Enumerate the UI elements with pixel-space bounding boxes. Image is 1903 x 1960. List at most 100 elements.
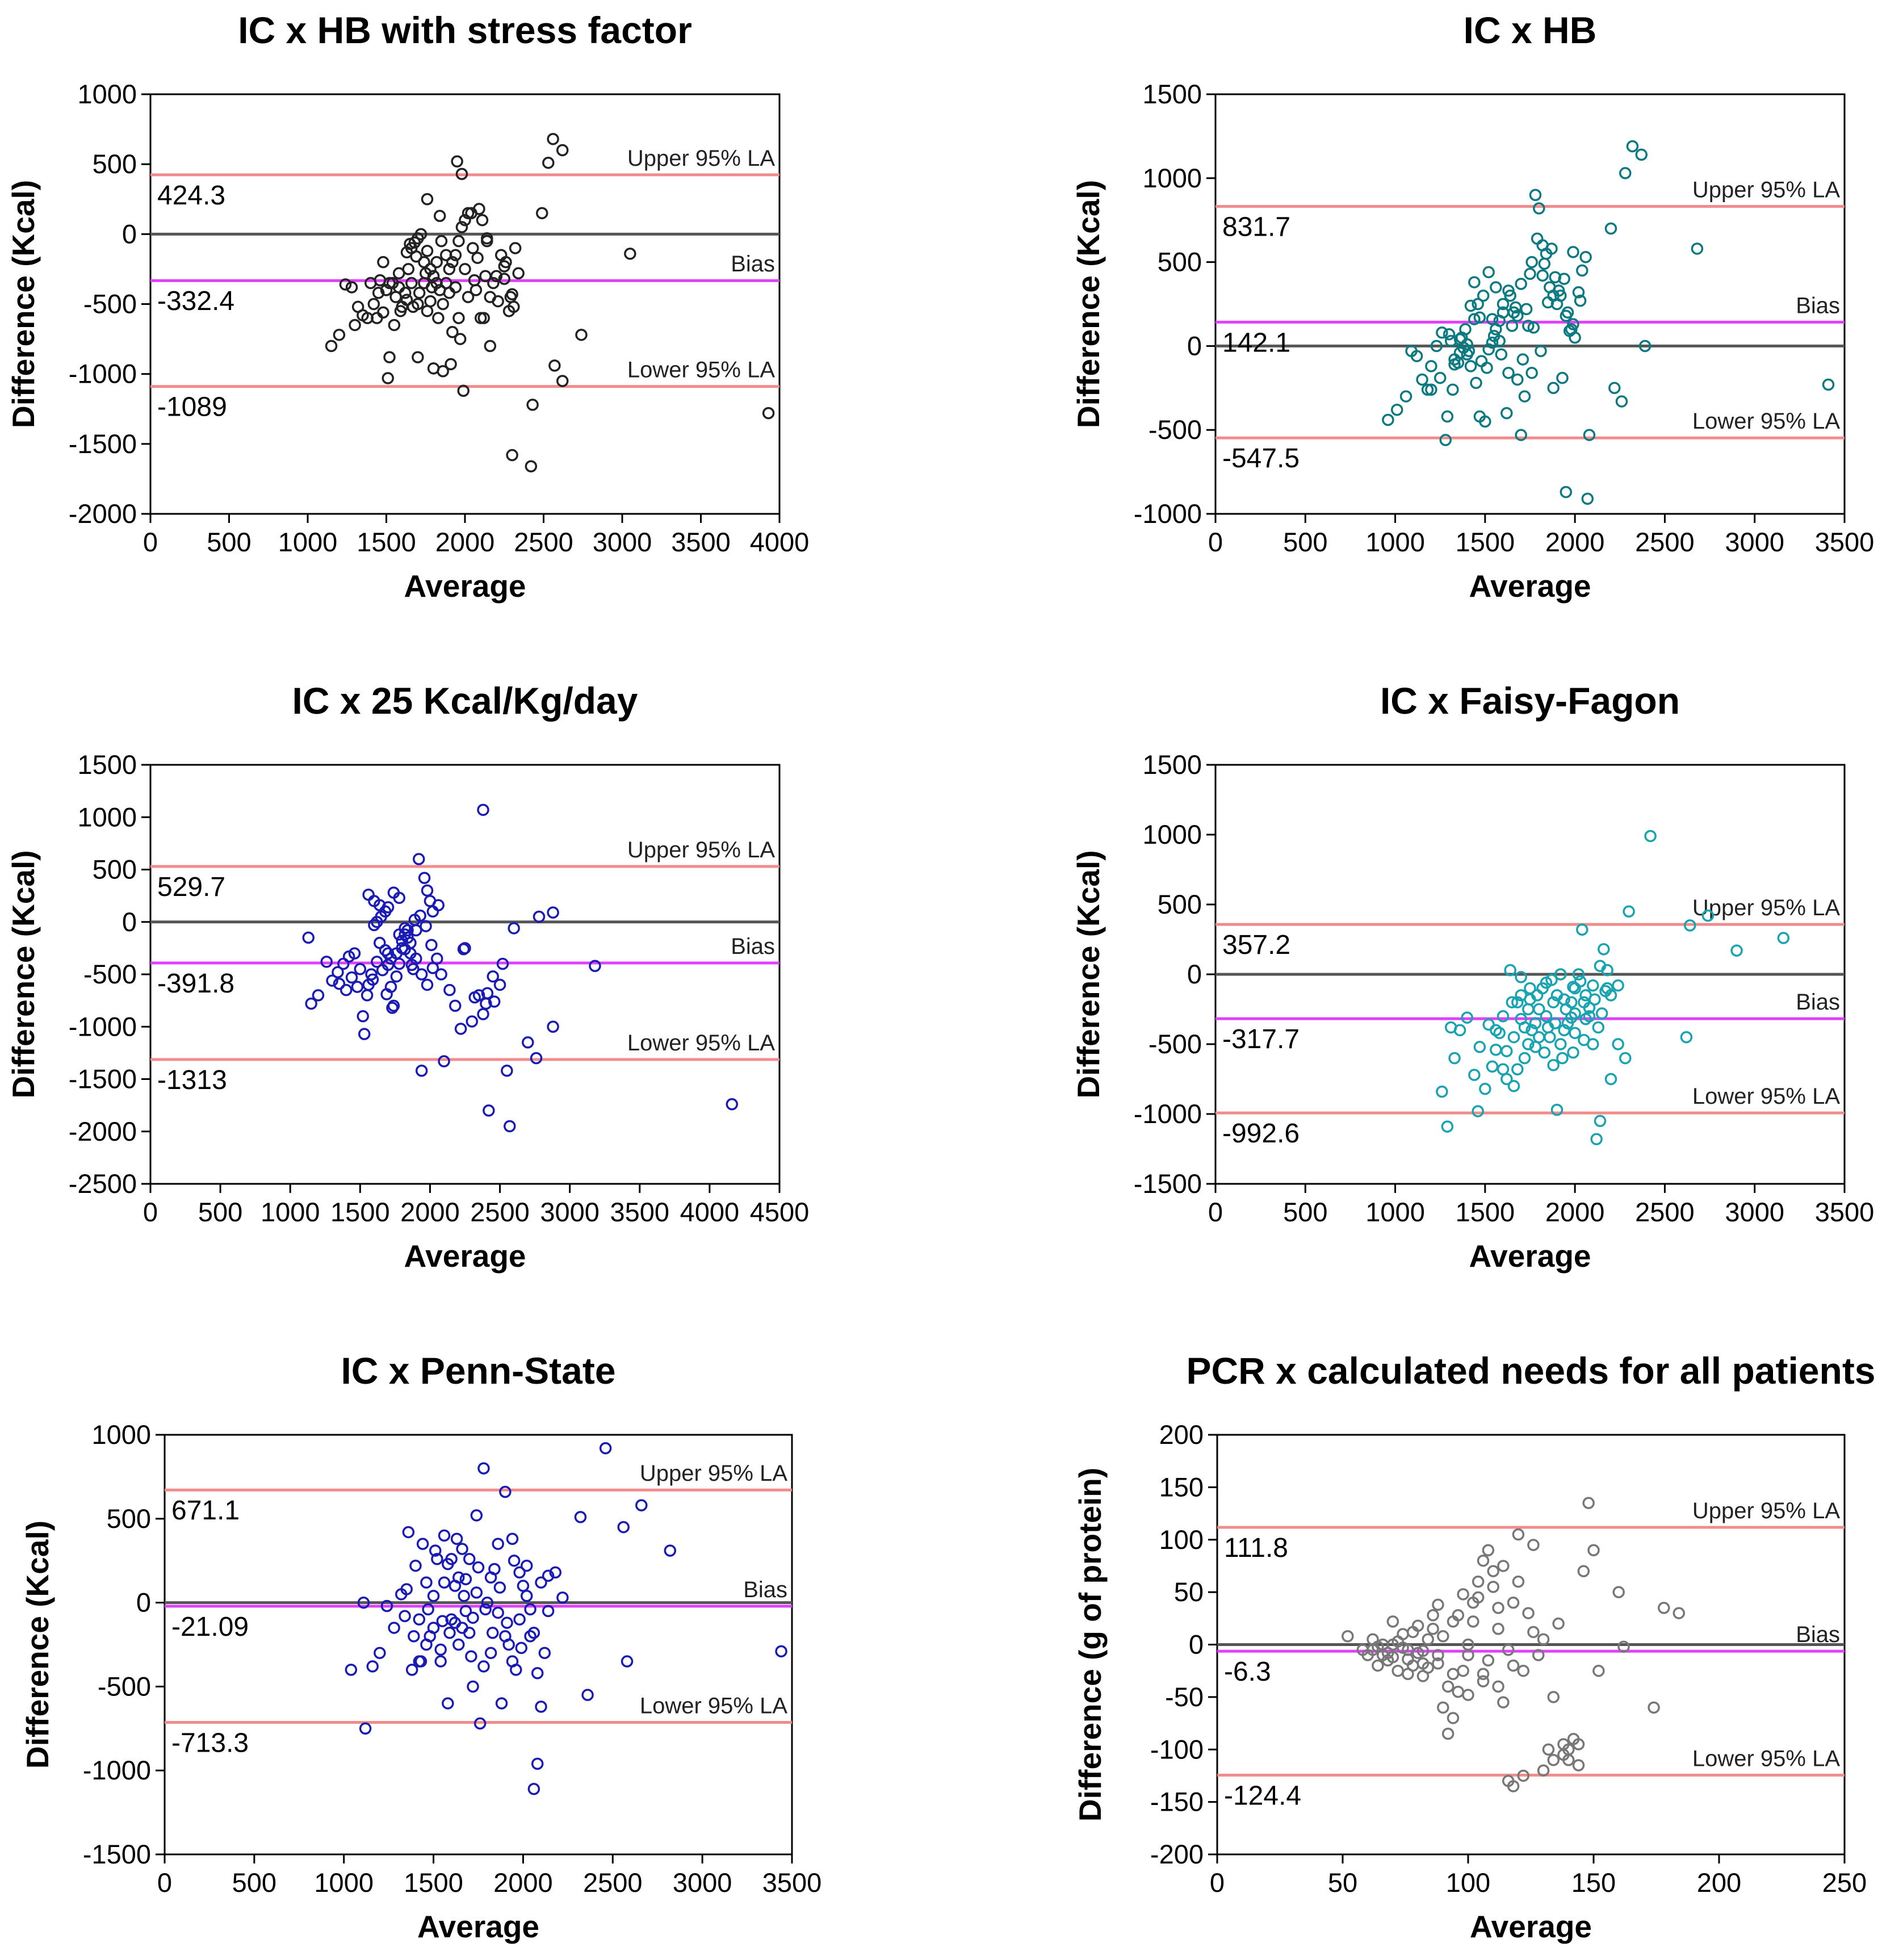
data-point <box>430 277 443 290</box>
data-point <box>1604 1073 1617 1086</box>
data-point <box>371 312 383 324</box>
data-point <box>477 312 490 324</box>
data-point <box>357 1010 370 1023</box>
lower-limit-value: -713.3 <box>171 1728 249 1758</box>
x-tick-label: 1000 <box>278 527 338 557</box>
data-point <box>1547 289 1560 302</box>
data-point <box>435 234 448 248</box>
bias-value: -317.7 <box>1222 1024 1300 1054</box>
data-point <box>508 922 520 935</box>
data-point <box>449 999 462 1012</box>
data-point <box>556 144 569 157</box>
lower-limit-value: -1313 <box>157 1065 227 1095</box>
data-point <box>1461 1011 1473 1024</box>
data-point <box>1547 1753 1560 1766</box>
data-point <box>414 1655 427 1668</box>
data-point <box>400 294 413 306</box>
plot-frame <box>164 1434 793 1856</box>
data-point <box>484 1571 497 1584</box>
data-point <box>1487 1565 1499 1577</box>
x-axis-title: Average <box>1469 1238 1591 1274</box>
data-point <box>1477 1668 1490 1680</box>
data-point <box>1497 1696 1510 1708</box>
data-point <box>405 958 418 971</box>
data-point <box>1578 1033 1590 1046</box>
data-point <box>465 1650 477 1662</box>
data-point <box>364 277 377 290</box>
data-point <box>1507 1780 1520 1793</box>
data-point <box>1544 1031 1556 1044</box>
data-point <box>1560 485 1573 499</box>
data-point <box>1427 1609 1439 1622</box>
chart-panel-1: IC x HB with stress factor 0 500 1000 1500 20… <box>6 9 809 604</box>
y-tick-label: 0 <box>122 219 137 249</box>
y-tick-label: 1000 <box>91 1419 151 1450</box>
data-point <box>1599 985 1612 998</box>
data-point <box>1545 974 1558 986</box>
data-point <box>1502 366 1515 379</box>
data-point <box>1479 1082 1491 1095</box>
data-point <box>1486 336 1499 349</box>
y-tick-label: 0 <box>122 907 137 937</box>
x-tick-label: 1500 <box>357 527 416 557</box>
x-tick-label: 200 <box>1697 1867 1741 1898</box>
y-tick-label: -2000 <box>69 499 137 529</box>
data-point <box>1391 1635 1404 1648</box>
data-point <box>530 1052 543 1065</box>
data-point <box>377 306 389 319</box>
data-point <box>1635 148 1648 161</box>
data-point <box>1529 1041 1542 1053</box>
data-point <box>1583 1002 1596 1014</box>
x-tick-label: 2500 <box>583 1867 643 1898</box>
x-tick-label: 3500 <box>762 1867 822 1898</box>
x-tick-label: 1500 <box>404 1867 463 1898</box>
data-point <box>345 281 358 294</box>
data-point <box>1547 1691 1560 1703</box>
data-point <box>547 133 559 145</box>
x-tick-label: 2500 <box>470 1197 530 1227</box>
data-point <box>1567 1046 1579 1059</box>
data-point <box>457 943 470 956</box>
lower-limit-value: -124.4 <box>1224 1781 1301 1811</box>
data-point <box>575 328 588 341</box>
data-point <box>1515 971 1527 983</box>
data-point <box>1572 1759 1585 1771</box>
data-point <box>1372 1640 1384 1653</box>
upper-limit-value: 111.8 <box>1224 1533 1288 1563</box>
data-point <box>1536 269 1549 282</box>
data-point <box>542 1569 555 1582</box>
chart-title: IC x Penn-State <box>341 1350 615 1392</box>
data-point <box>333 977 346 990</box>
data-point <box>1527 321 1540 334</box>
data-point <box>425 939 438 952</box>
data-point <box>479 1603 492 1616</box>
data-point <box>1608 382 1621 395</box>
data-point <box>459 1573 472 1585</box>
data-point <box>1473 311 1486 324</box>
data-point <box>1619 1052 1632 1065</box>
data-point <box>455 167 468 181</box>
data-point <box>1567 246 1579 258</box>
data-point <box>388 1622 400 1634</box>
data-point <box>1495 348 1508 361</box>
y-tick-label: -1000 <box>1134 1099 1202 1129</box>
data-point <box>762 407 775 420</box>
y-tick-label: 500 <box>107 1503 151 1534</box>
chart-panel-3: IC x 25 Kcal/Kg/day 0 500 1000 1500 2000 2500 3… <box>6 680 809 1274</box>
data-point <box>1432 1657 1444 1670</box>
lower-limit-label: Lower 95% LA <box>1692 1084 1840 1109</box>
x-tick-label: 2500 <box>1635 1197 1695 1227</box>
data-point <box>412 298 424 311</box>
data-point <box>421 193 434 206</box>
data-points <box>1382 140 1835 505</box>
data-point <box>526 399 539 411</box>
upper-limit-label: Upper 95% LA <box>1692 1498 1840 1523</box>
x-tick-label: 0 <box>1210 1867 1225 1898</box>
data-point <box>442 1697 454 1710</box>
data-point <box>1547 382 1560 395</box>
chart-panel-2: IC x HB 0 500 1000 1500 2000 2500 3000 3500 1500 1… <box>1071 9 1874 604</box>
data-point <box>1416 1644 1430 1657</box>
data-point <box>1576 264 1588 277</box>
data-point <box>446 326 459 338</box>
data-point <box>1517 1769 1529 1782</box>
